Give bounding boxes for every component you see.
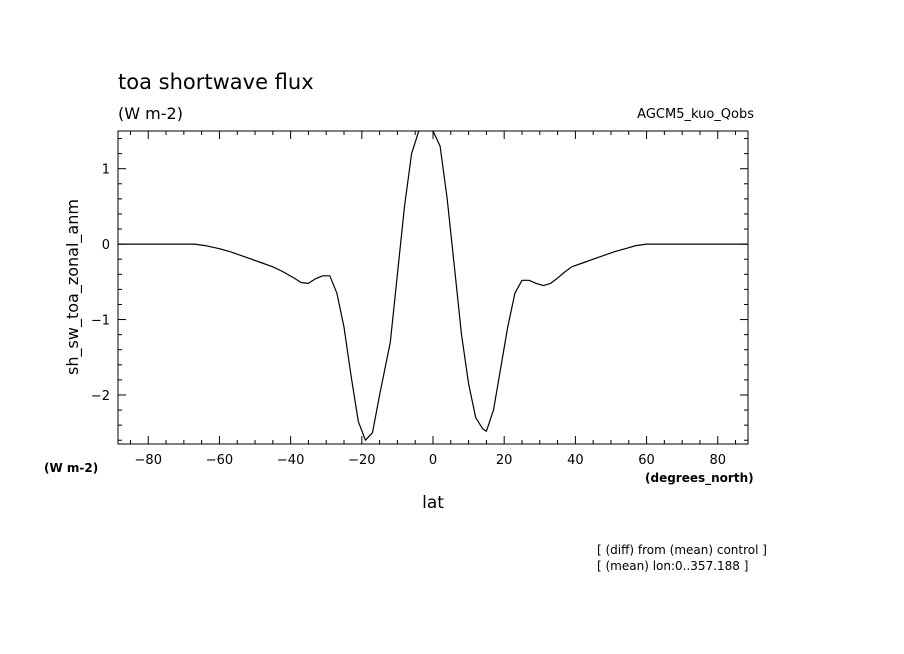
x-tick-label: −80 [135, 453, 162, 468]
y-tick-label: −2 [91, 389, 110, 404]
y-axis-label: sh_sw_toa_zonal_anm [63, 199, 83, 375]
series-line [118, 131, 748, 441]
chart-units: (W m-2) [118, 104, 183, 123]
x-tick-label: −60 [206, 453, 233, 468]
note-diff: [ (diff) from (mean) control ] [597, 543, 767, 557]
chart-title: toa shortwave flux [118, 70, 314, 94]
x-axis-label: lat [422, 493, 444, 513]
y-axis-ticks: −2 −1 0 1 [91, 138, 748, 441]
x-tick-label: 20 [496, 453, 513, 468]
y-tick-label: 0 [102, 238, 110, 253]
x-tick-label: −20 [348, 453, 375, 468]
y-tick-label: −1 [91, 314, 110, 329]
x-tick-label: 40 [567, 453, 584, 468]
y-tick-label: 1 [102, 163, 110, 178]
x-tick-label: 0 [429, 453, 437, 468]
x-axis-ticks: −80 −60 −40 −20 0 20 40 60 80 [129, 131, 737, 468]
model-name: AGCM5_kuo_Qobs [637, 107, 754, 122]
series-lines [118, 131, 748, 441]
x-axis-units: (degrees_north) [645, 471, 754, 486]
note-mean: [ (mean) lon:0..357.188 ] [597, 559, 748, 573]
x-tick-label: −40 [277, 453, 304, 468]
plot-frame [117, 130, 749, 445]
x-tick-label: 60 [638, 453, 655, 468]
x-tick-label: 80 [709, 453, 726, 468]
y-axis-units: (W m-2) [44, 461, 98, 475]
